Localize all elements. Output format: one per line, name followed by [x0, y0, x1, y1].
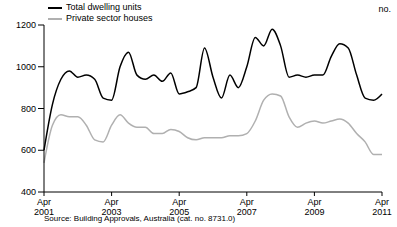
html-text:no.: no. [378, 4, 391, 14]
html-text:Apr: Apr [37, 197, 51, 207]
html-text:2003: 2003 [101, 207, 122, 217]
html-text:Private sector houses: Private sector houses [66, 13, 153, 23]
svg-text:600: 600 [21, 145, 36, 155]
html-text:Total dwelling units: Total dwelling units [66, 2, 142, 12]
html-text:2005: 2005 [169, 207, 190, 217]
svg-text:Apr2009: Apr2009 [304, 197, 324, 217]
svg-text:400: 400 [21, 187, 36, 197]
svg-text:Apr2011: Apr2011 [372, 197, 389, 217]
html-text:Apr: Apr [172, 197, 187, 207]
svg-text:1200: 1200 [16, 20, 36, 30]
svg-text:800: 800 [21, 104, 36, 114]
html-text:Source: Building Approvals, Au: Source: Building Approvals, Australia (c… [44, 214, 236, 223]
svg-text:1000: 1000 [16, 62, 36, 72]
html-text:2001: 2001 [34, 207, 54, 217]
svg-text:Apr2007: Apr2007 [237, 197, 257, 217]
html-text:Apr: Apr [104, 197, 119, 207]
